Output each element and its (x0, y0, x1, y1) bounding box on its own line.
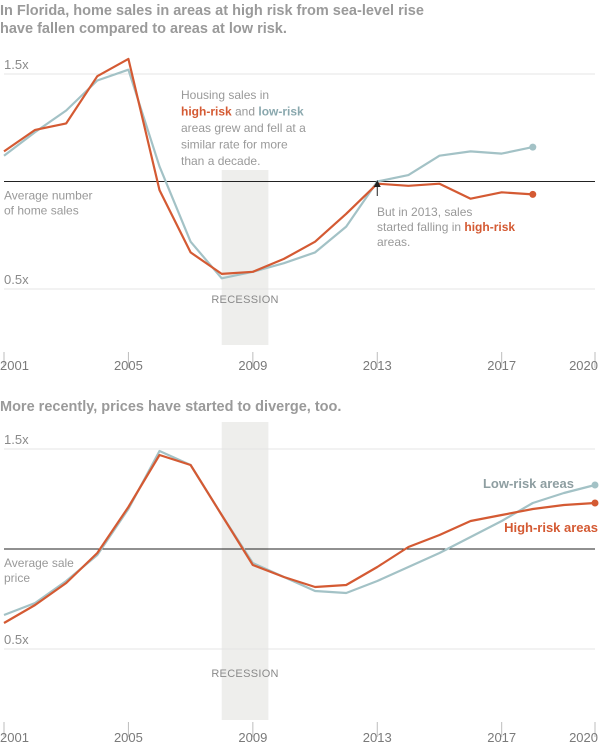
note-span: areas grew and fell at a (181, 121, 306, 135)
recession-band (221, 170, 269, 345)
annotation-line: Housing sales in (181, 88, 269, 102)
annotation-2013-line: areas. (377, 235, 410, 249)
x-tick-label: 2020 (569, 730, 598, 745)
note-span: started falling in (377, 220, 464, 234)
note-span: Housing sales in (181, 88, 269, 102)
x-tick-label: 2013 (363, 358, 392, 373)
baseline-label: of home sales (4, 204, 79, 218)
x-tick-label: 2017 (487, 358, 516, 373)
x-tick-label: 2005 (114, 358, 143, 373)
x-tick-label: 2001 (0, 730, 29, 745)
x-tick-label: 2009 (238, 358, 267, 373)
annotation-2013-line: started falling in high-risk (377, 220, 515, 234)
high-risk-endpoint (591, 499, 599, 507)
high-risk-line (3, 453, 596, 624)
note-span: and (232, 105, 259, 119)
annotation-line: areas grew and fell at a (181, 121, 306, 135)
x-tick-label: 2009 (238, 730, 267, 745)
note-span: high-risk (181, 105, 232, 119)
x-tick-label: 2013 (363, 730, 392, 745)
chart-panel-2: RECESSION 1.5x 0.5x More recently, prices h… (0, 399, 599, 745)
recession-label: RECESSION (211, 668, 279, 680)
high-risk-endpoint (529, 190, 537, 198)
y-tick-label: 0.5x (4, 272, 29, 287)
recession-label: RECESSION (211, 294, 279, 306)
low-risk-endpoint (591, 481, 599, 489)
annotation-arrowhead (373, 180, 381, 187)
note-span: than a decade. (181, 154, 260, 168)
x-tick-label: 2017 (487, 730, 516, 745)
note-span: areas. (377, 235, 410, 249)
high-risk-line (3, 57, 533, 275)
annotation-2013-line: But in 2013, sales (377, 205, 472, 219)
y-tick-label: 1.5x (4, 57, 29, 72)
x-tick-label: 2001 (0, 358, 29, 373)
baseline-label: price (4, 571, 30, 585)
recession-band (221, 422, 269, 720)
baseline-label: Average sale (4, 556, 74, 570)
note-span: low-risk (258, 105, 304, 119)
annotation-line: high-risk and low-risk (181, 105, 304, 119)
note-span: high-risk (464, 220, 515, 234)
baseline-label: Average number (4, 189, 93, 203)
high-risk-label: High-risk areas (504, 520, 598, 535)
x-tick-label: 2005 (114, 730, 143, 745)
chart-title: In Florida, home sales in areas at high … (0, 3, 424, 19)
note-span: But in 2013, sales (377, 205, 472, 219)
x-tick-label: 2020 (569, 358, 598, 373)
note-span: similar rate for more (181, 138, 288, 152)
low-risk-label: Low-risk areas (483, 476, 574, 491)
y-tick-label: 0.5x (4, 632, 29, 647)
annotation-line: than a decade. (181, 154, 260, 168)
chart-title: have fallen compared to areas at low ris… (0, 21, 287, 37)
low-risk-endpoint (529, 143, 537, 151)
y-tick-label: 1.5x (4, 432, 29, 447)
annotation-line: similar rate for more (181, 138, 288, 152)
chart-title: More recently, prices have started to di… (0, 399, 341, 415)
low-risk-line (3, 449, 596, 617)
chart-panel-1: RECESSION 1.5x 0.5x In Florida, home sales … (0, 3, 598, 373)
